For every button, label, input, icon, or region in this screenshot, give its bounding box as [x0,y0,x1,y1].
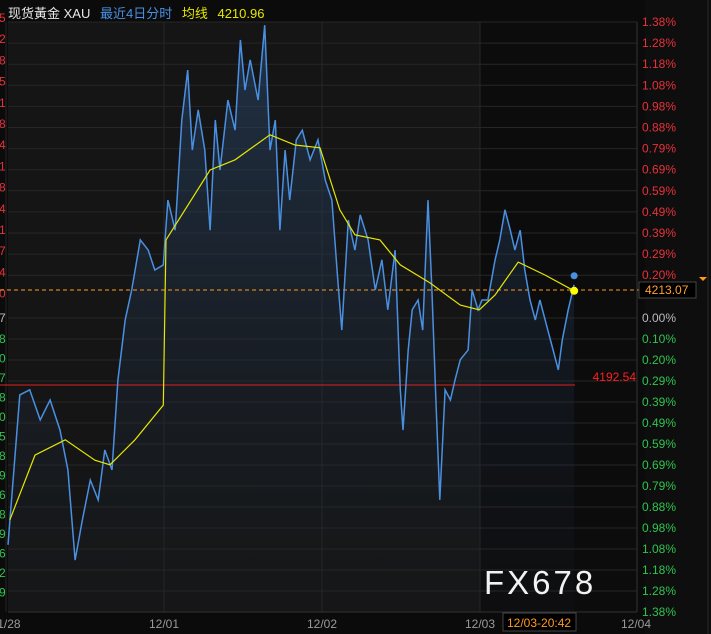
axis-label-up: 1.38% [642,15,676,29]
left-axis-label: 8 [0,53,6,67]
x-tick-label: 12/01 [149,617,179,631]
left-axis-label: 0 [0,352,6,366]
left-axis-label: 6 [0,488,6,502]
ma-value: 4210.96 [217,6,265,21]
reference-price-label: 4192.54 [593,370,637,384]
x-tick-label: 11/28 [0,617,21,631]
current-price-box [638,281,697,299]
crosshair-time-label: 12/03-20:42 [507,616,571,630]
axis-label-down: 1.18% [642,563,676,577]
axis-label-up: 0.79% [642,142,676,156]
axis-label-up: 0.20% [642,268,676,282]
left-axis-label: 0 [0,287,6,301]
axis-label-down: 0.20% [642,353,676,367]
left-axis-label: 0 [0,410,6,424]
axis-label-down: 0.49% [642,416,676,430]
chart-header: 现货黃金 XAU 最近4日分时 均线 4210.96 [8,3,270,22]
axis-label-up: 0.88% [642,121,676,135]
current-price-label: 4213.07 [645,283,689,297]
left-axis-label: 8 [0,181,6,195]
left-axis-label: 9 [0,586,6,600]
axis-label-down: 1.38% [642,605,676,619]
right-panel [645,0,711,634]
fx678-watermark: FX678 [484,564,597,601]
left-axis-label: 1 [0,159,6,173]
x-tick-label: 12/03 [465,617,495,631]
left-axis-label: 5 [0,11,6,25]
axis-label-up: 0.29% [642,247,676,261]
axis-label-up: 1.18% [642,57,676,71]
x-tick-label: 12/02 [307,617,337,631]
left-axis-label: 6 [0,547,6,561]
price-series-line [7,25,575,561]
ma-label: 均线 [181,6,208,21]
left-axis-label: 8 [0,117,6,131]
axis-label-zero: 0.00% [642,311,676,325]
x-tick-label: 12/04 [621,617,651,631]
axis-label-up: 0.49% [642,205,676,219]
axis-label-down: 1.08% [642,542,676,556]
axis-label-down: 0.98% [642,521,676,535]
last-ma-marker [570,286,579,295]
left-axis-label: 2 [0,32,6,46]
current-price-arrow-icon [699,277,707,281]
left-axis-label: 4 [0,202,6,216]
left-axis-label: 9 [0,527,6,541]
left-axis-label: 1 [0,96,6,110]
crosshair-time-box [502,612,577,632]
left-axis-label: 8 [0,449,6,463]
axis-label-up: 0.98% [642,99,676,113]
left-axis-label: 7 [0,311,6,325]
left-axis-label: 5 [0,75,6,89]
left-axis-label: 4 [0,265,6,279]
axis-label-down: 0.39% [642,395,676,409]
axis-label-down: 0.69% [642,458,676,472]
price-area-fill [7,25,575,612]
axis-label-up: 1.28% [642,36,676,50]
time-range-selector[interactable]: 最近4日分时 [99,6,173,21]
axis-label-down: 0.10% [642,332,676,346]
ma-series-line [9,134,575,521]
axis-label-down: 0.59% [642,437,676,451]
axis-label-up: 0.69% [642,163,676,177]
left-axis-label: 1 [0,223,6,237]
axis-label-up: 0.59% [642,184,676,198]
left-axis-label: 5 [0,430,6,444]
left-axis-label: 9 [0,469,6,483]
axis-label-up: 1.08% [642,78,676,92]
left-axis-label: 8 [0,391,6,405]
left-axis-label: 8 [0,332,6,346]
last-price-marker [570,272,578,280]
left-axis-label: 7 [0,244,6,258]
axis-label-down: 0.29% [642,374,676,388]
axis-label-down: 0.79% [642,479,676,493]
axis-label-up: 0.39% [642,226,676,240]
axis-label-down: 0.88% [642,500,676,514]
left-axis-label: 4 [0,138,6,152]
left-axis-label: 8 [0,508,6,522]
left-axis-label: 2 [0,566,6,580]
instrument-name: 现货黃金 XAU [8,6,91,21]
axis-label-down: 1.28% [642,584,676,598]
left-axis-label: 7 [0,371,6,385]
